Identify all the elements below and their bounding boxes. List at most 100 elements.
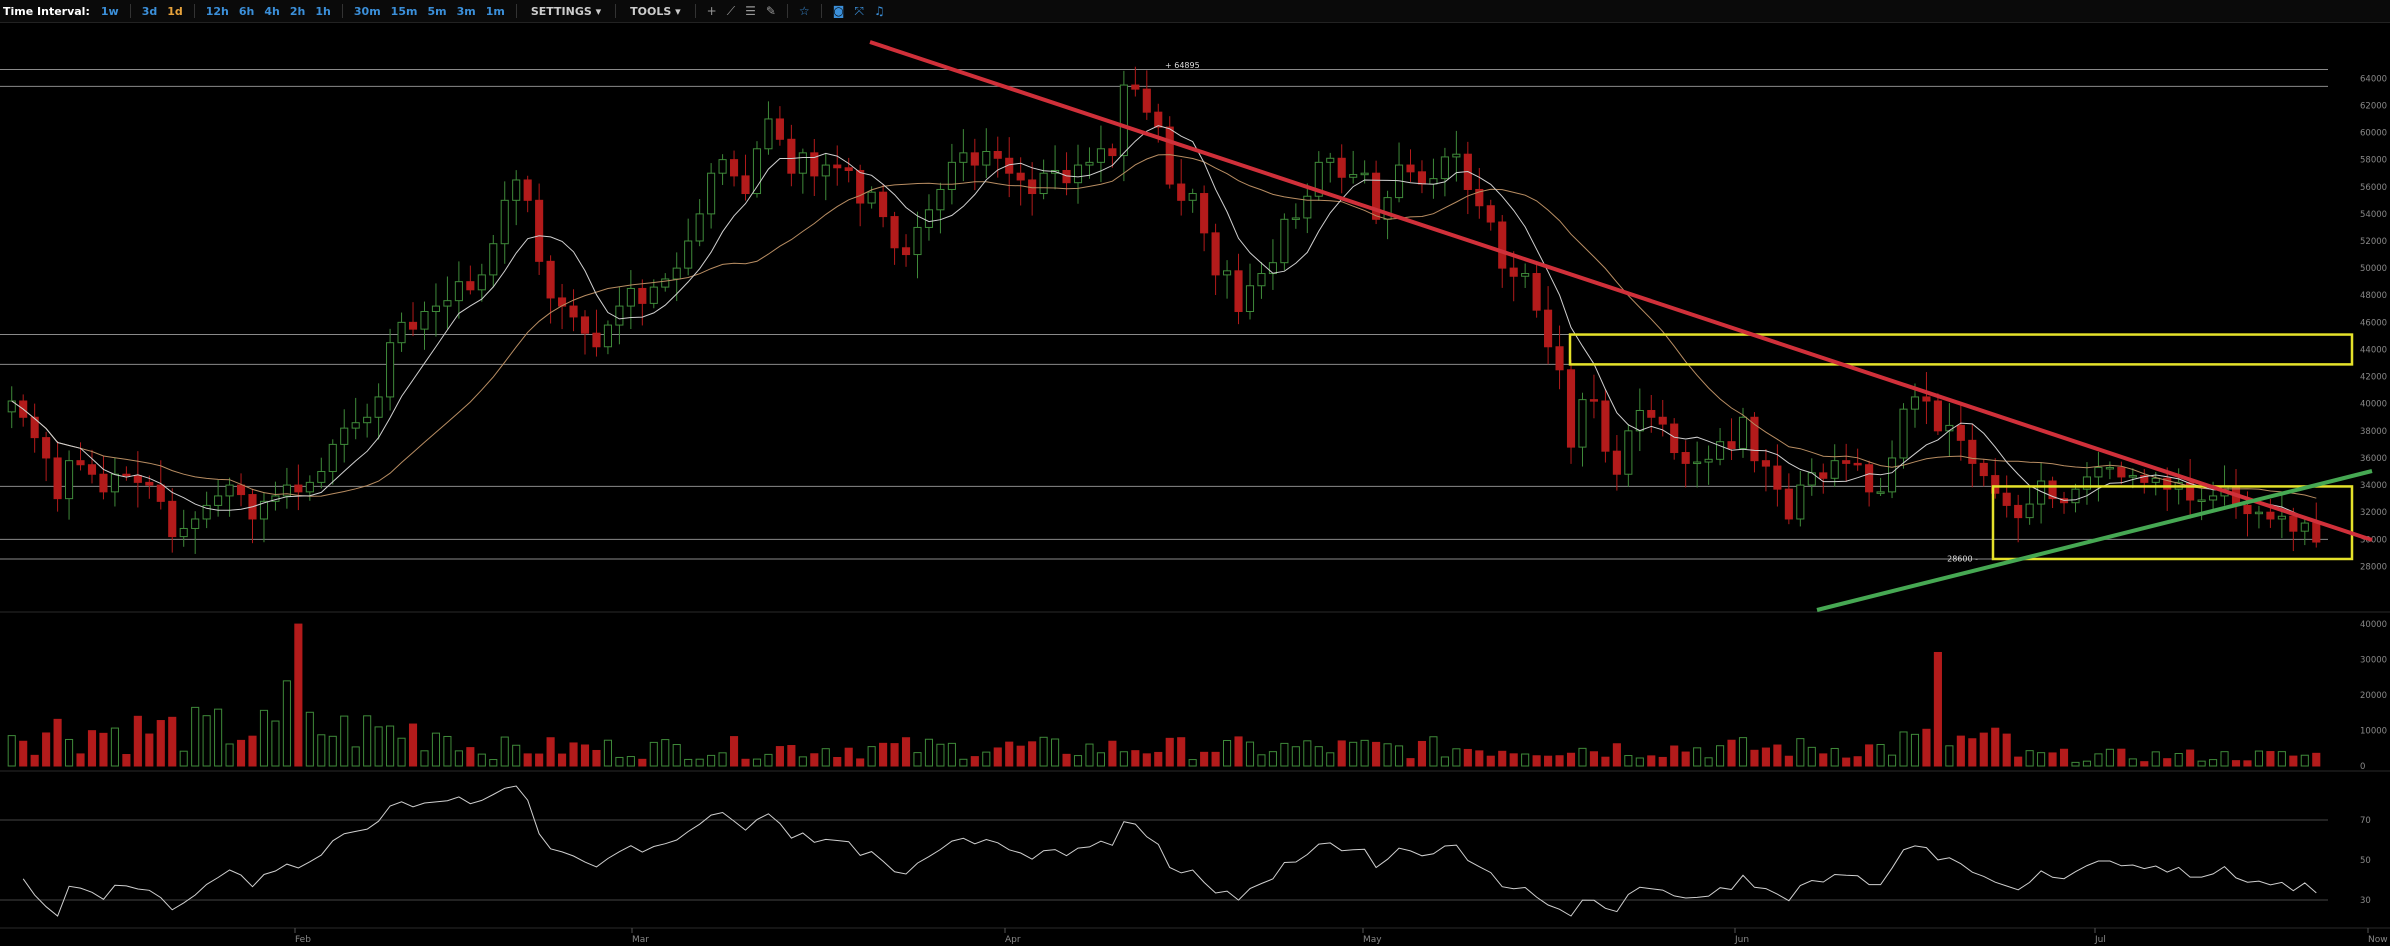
candle-body xyxy=(752,148,762,195)
interval-30m[interactable]: 30m xyxy=(353,4,381,18)
volume-bar xyxy=(1509,753,1518,767)
volume-bar xyxy=(1716,745,1725,767)
candle-body xyxy=(821,164,830,177)
volume-bar xyxy=(1177,737,1186,767)
volume-bar xyxy=(2048,752,2057,767)
volume-bar xyxy=(489,759,498,767)
candle-body xyxy=(1016,172,1025,181)
interval-4h[interactable]: 4h xyxy=(264,4,280,18)
candle-body xyxy=(2300,522,2309,532)
volume-bar xyxy=(99,732,108,767)
candle-body xyxy=(546,260,555,299)
interval-1d[interactable]: 1d xyxy=(167,4,183,18)
volume-bar xyxy=(1979,732,1988,767)
candle-body xyxy=(1234,270,1243,313)
candle-body xyxy=(993,150,1002,159)
interval-15m[interactable]: 15m xyxy=(390,4,418,18)
crosshair-icon[interactable]: + xyxy=(706,4,717,18)
candle-body xyxy=(1761,460,1770,467)
star-icon[interactable]: ☆ xyxy=(798,4,810,18)
volume-bar xyxy=(19,740,28,767)
candle-body xyxy=(1119,84,1128,157)
interval-1w[interactable]: 1w xyxy=(100,4,119,18)
interval-1h[interactable]: 1h xyxy=(315,4,331,18)
volume-bar xyxy=(1108,740,1117,767)
expand-icon[interactable]: ⤧ xyxy=(854,3,864,18)
volume-bar xyxy=(867,746,876,767)
candle-body xyxy=(2025,503,2034,519)
volume-bar xyxy=(30,754,39,767)
volume-bar xyxy=(1016,745,1025,767)
candle-body xyxy=(1188,193,1197,201)
volume-bar xyxy=(592,749,601,767)
price-chart[interactable]: 64000 62000 60000 58000 56000 54000 52000 50000… xyxy=(0,22,2390,946)
camera-icon[interactable]: ◙ xyxy=(832,4,845,18)
candle-body xyxy=(294,484,303,493)
price-axis-tick: 52000 xyxy=(2360,237,2387,247)
candle-body xyxy=(1566,369,1576,448)
candle-body xyxy=(1314,161,1323,197)
volume-bar xyxy=(924,738,934,767)
volume-bar xyxy=(558,753,567,767)
candle-body xyxy=(1773,465,1782,490)
candle-body xyxy=(1223,270,1232,276)
candle-body xyxy=(2163,477,2172,490)
candle-body xyxy=(2048,480,2057,500)
candle-body xyxy=(1268,262,1277,275)
volume-bar xyxy=(2071,761,2080,767)
horizontal-lines-icon[interactable]: ☰ xyxy=(745,4,756,18)
candle-body xyxy=(1658,416,1667,425)
candle-body xyxy=(844,167,853,171)
line-draw-icon[interactable]: ⟋ xyxy=(726,3,736,18)
candle-body xyxy=(202,504,211,520)
volume-bar xyxy=(523,753,532,767)
candle-body xyxy=(2197,499,2206,502)
price-axis-tick: 60000 xyxy=(2360,129,2387,139)
volume-bar xyxy=(1635,757,1644,767)
candle-body xyxy=(1073,164,1083,184)
price-axis-tick: 30000 xyxy=(2360,535,2387,545)
tools-menu[interactable]: TOOLS ▾ xyxy=(630,4,681,18)
candle-body xyxy=(2151,477,2160,483)
candle-body xyxy=(1578,399,1587,448)
interval-2h[interactable]: 2h xyxy=(289,4,306,18)
candle-body xyxy=(1532,273,1541,311)
interval-12h[interactable]: 12h xyxy=(205,4,229,18)
candle-body xyxy=(833,164,842,169)
candle-body xyxy=(1005,157,1014,174)
volume-bar xyxy=(202,715,211,767)
interval-1m[interactable]: 1m xyxy=(485,4,505,18)
descending-trendline xyxy=(869,40,2373,542)
candle-body xyxy=(1521,273,1530,277)
candle-body xyxy=(99,473,108,493)
candle-body xyxy=(87,464,97,475)
volume-bar xyxy=(970,756,979,767)
candle-body xyxy=(454,281,463,302)
volume-axis-tick: 30000 xyxy=(2360,656,2387,666)
volume-bar xyxy=(535,753,544,767)
candle-body xyxy=(626,287,635,307)
interval-3d[interactable]: 3d xyxy=(141,4,158,18)
candle-body xyxy=(684,240,693,269)
candle-body xyxy=(649,286,658,304)
volume-bar xyxy=(2300,754,2309,767)
bell-icon[interactable]: ♫ xyxy=(873,4,885,18)
candle-body xyxy=(1372,172,1381,220)
candle-body xyxy=(695,213,704,242)
volume-bar xyxy=(1406,758,1415,767)
brush-icon[interactable]: ✎ xyxy=(765,4,776,18)
volume-bar xyxy=(2151,751,2160,767)
interval-3m[interactable]: 3m xyxy=(456,4,476,18)
toolbar-divider xyxy=(615,4,617,18)
interval-6h[interactable]: 6h xyxy=(238,4,255,18)
candle-body xyxy=(397,321,406,344)
volume-bar xyxy=(982,751,991,767)
toolbar-divider xyxy=(820,4,822,18)
volume-bar xyxy=(1933,651,1942,767)
volume-bar xyxy=(1200,751,1209,767)
candle-body xyxy=(959,152,968,163)
settings-menu[interactable]: SETTINGS ▾ xyxy=(530,4,602,18)
volume-bar xyxy=(2243,760,2252,767)
volume-bar xyxy=(1039,736,1048,767)
interval-5m[interactable]: 5m xyxy=(427,4,447,18)
